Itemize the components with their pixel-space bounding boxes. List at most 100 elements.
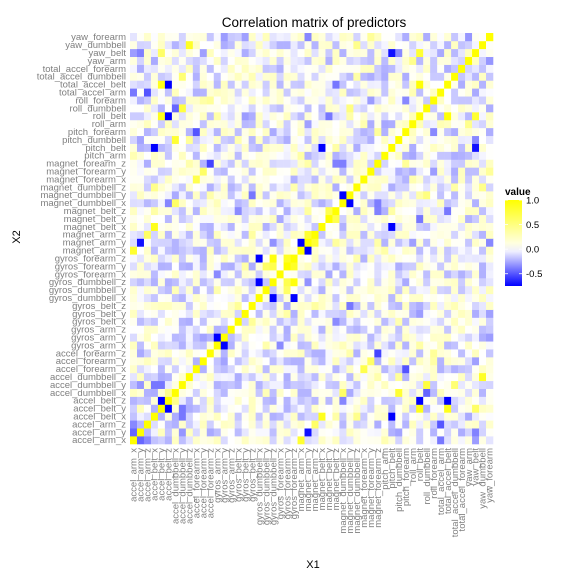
heatmap-tile: [241, 341, 249, 350]
heatmap-tile: [311, 119, 319, 129]
heatmap-tile: [416, 420, 424, 429]
heatmap-tile: [402, 104, 410, 113]
heatmap-tile: [276, 33, 284, 42]
heatmap-tile: [409, 96, 417, 105]
heatmap-tile: [213, 135, 222, 144]
heatmap-tile: [311, 159, 319, 168]
heatmap-tile: [423, 191, 431, 200]
heatmap-tile: [276, 80, 284, 89]
heatmap-tile: [283, 104, 291, 113]
heatmap-tile: [297, 143, 305, 152]
heatmap-tile: [360, 96, 368, 105]
heatmap-tile: [199, 372, 208, 382]
heatmap-tile: [220, 206, 229, 216]
heatmap-tile: [374, 175, 382, 184]
heatmap-tile: [206, 357, 215, 366]
y-tick-label: magnet_belt_y: [64, 214, 127, 225]
heatmap-tile: [311, 404, 319, 413]
heatmap-tile: [402, 88, 410, 97]
y-tick-label: accel_forearm_y: [56, 356, 126, 367]
heatmap-tile: [346, 167, 354, 176]
heatmap-tile: [402, 254, 410, 263]
heatmap-tile: [437, 104, 445, 113]
heatmap-tile: [269, 364, 277, 374]
heatmap-tile: [416, 151, 424, 160]
heatmap-tile: [171, 333, 180, 342]
heatmap-tile: [325, 88, 333, 97]
heatmap-tile: [451, 198, 459, 208]
heatmap-tile: [283, 246, 291, 255]
heatmap-tile: [283, 112, 291, 121]
heatmap-tile: [234, 119, 242, 129]
heatmap-tile: [465, 270, 473, 279]
heatmap-tile: [409, 183, 417, 192]
heatmap-tile: [304, 198, 312, 208]
heatmap-tile: [213, 301, 222, 310]
heatmap-tile: [255, 135, 263, 144]
heatmap-tile: [130, 404, 138, 413]
heatmap-tile: [283, 301, 291, 310]
heatmap-tile: [150, 88, 159, 97]
heatmap-tile: [318, 364, 326, 374]
heatmap-tile: [402, 412, 410, 421]
heatmap-tile: [395, 135, 403, 144]
heatmap-tile: [325, 278, 333, 287]
heatmap-tile: [388, 372, 396, 382]
heatmap-tile: [157, 206, 166, 216]
heatmap-tile: [395, 119, 403, 129]
heatmap-tile: [192, 357, 201, 366]
heatmap-tile: [402, 143, 410, 152]
heatmap-tile: [192, 420, 201, 429]
heatmap-tile: [395, 254, 403, 263]
heatmap-tile: [430, 278, 438, 287]
heatmap-tile: [136, 167, 145, 176]
heatmap-tile: [360, 317, 368, 326]
heatmap-tile: [381, 349, 389, 358]
heatmap-tile: [360, 40, 368, 50]
heatmap-tile: [248, 183, 256, 192]
heatmap-tile: [234, 175, 242, 184]
heatmap-tile: [227, 56, 236, 65]
heatmap-tile: [353, 388, 361, 397]
heatmap-tile: [367, 191, 375, 200]
heatmap-tile: [255, 40, 263, 50]
heatmap-tile: [269, 112, 277, 121]
heatmap-tile: [255, 143, 263, 152]
heatmap-tile: [451, 238, 459, 247]
heatmap-tile: [416, 80, 424, 89]
heatmap-tile: [192, 278, 201, 287]
heatmap-tile: [311, 96, 319, 105]
heatmap-tile: [297, 372, 305, 382]
heatmap-tile: [192, 396, 201, 405]
heatmap-tile: [430, 151, 438, 160]
heatmap-tile: [206, 191, 215, 200]
heatmap-tile: [234, 127, 242, 137]
heatmap-tile: [150, 230, 159, 239]
heatmap-tile: [290, 104, 298, 113]
heatmap-tile: [353, 191, 361, 200]
heatmap-tile: [297, 246, 305, 255]
heatmap-tile: [171, 246, 180, 255]
heatmap-tile: [255, 285, 263, 295]
heatmap-tile: [479, 40, 487, 50]
heatmap-tile: [353, 175, 361, 184]
heatmap-tile: [486, 64, 494, 73]
heatmap-tile: [367, 127, 375, 137]
heatmap-tile: [255, 333, 263, 342]
heatmap-tile: [255, 372, 263, 382]
heatmap-tile: [318, 388, 326, 397]
heatmap-tile: [472, 325, 480, 334]
heatmap-tile: [395, 151, 403, 160]
heatmap-tile: [311, 56, 319, 65]
heatmap-tile: [472, 33, 480, 42]
heatmap-tile: [332, 64, 340, 73]
heatmap-tile: [367, 317, 375, 326]
heatmap-tile: [304, 127, 312, 137]
heatmap-tile: [290, 349, 298, 358]
heatmap-tile: [325, 143, 333, 152]
heatmap-tile: [130, 214, 138, 223]
heatmap-tile: [248, 191, 256, 200]
heatmap-tile: [157, 333, 166, 342]
heatmap-tile: [192, 341, 201, 350]
heatmap-tile: [374, 191, 382, 200]
